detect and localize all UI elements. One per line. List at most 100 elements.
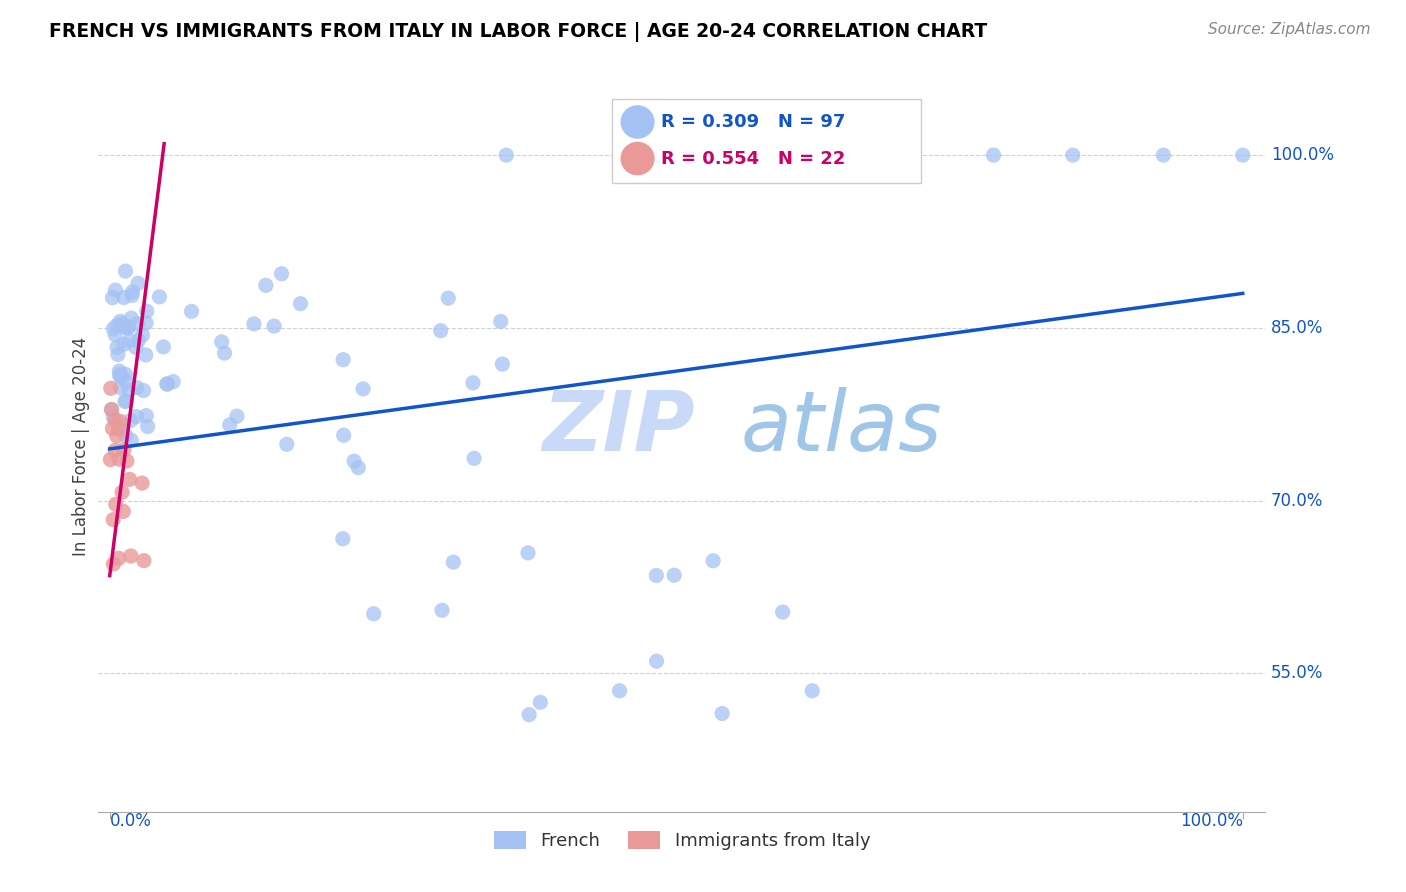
French (254, 278, 277, 293)
Immigrants from Italy (104, 443, 127, 458)
French (127, 277, 149, 291)
French (148, 290, 170, 304)
French (107, 347, 129, 361)
Text: 0.0%: 0.0% (110, 812, 152, 830)
French (125, 409, 148, 424)
French (1152, 148, 1174, 162)
Text: R = 0.309   N = 97: R = 0.309 N = 97 (661, 113, 845, 131)
French (243, 317, 266, 331)
Text: 85.0%: 85.0% (1271, 319, 1323, 337)
French (461, 376, 484, 390)
French (114, 264, 136, 278)
French (104, 327, 127, 342)
French (609, 148, 631, 162)
French (517, 707, 540, 722)
French (110, 368, 132, 382)
French (156, 377, 179, 392)
Immigrants from Italy (111, 485, 134, 500)
French (430, 603, 453, 617)
French (127, 317, 149, 331)
French (112, 337, 135, 351)
French (118, 334, 141, 348)
French (645, 568, 668, 582)
French (127, 334, 149, 348)
French (489, 314, 512, 328)
Ellipse shape (621, 106, 654, 138)
French (347, 460, 370, 475)
French (121, 285, 143, 299)
French (114, 394, 136, 409)
French (120, 434, 142, 448)
Text: 55.0%: 55.0% (1271, 665, 1323, 682)
Y-axis label: In Labor Force | Age 20-24: In Labor Force | Age 20-24 (72, 336, 90, 556)
French (105, 340, 128, 354)
French (103, 409, 125, 424)
Immigrants from Italy (107, 422, 129, 436)
French (516, 546, 538, 560)
French (156, 376, 179, 391)
French (263, 319, 285, 334)
Immigrants from Italy (100, 402, 122, 417)
French (108, 364, 131, 378)
French (801, 148, 824, 162)
French (332, 428, 354, 442)
French (135, 348, 157, 362)
French (114, 320, 136, 334)
French (108, 368, 131, 383)
French (115, 394, 138, 409)
French (162, 375, 184, 389)
Text: 100.0%: 100.0% (1271, 146, 1334, 164)
Immigrants from Italy (131, 476, 153, 491)
French (711, 706, 734, 721)
French (772, 605, 794, 619)
French (101, 291, 124, 305)
French (437, 291, 460, 305)
French (983, 148, 1005, 162)
French (495, 148, 517, 162)
French (110, 314, 132, 328)
Immigrants from Italy (118, 472, 141, 486)
Text: Source: ZipAtlas.com: Source: ZipAtlas.com (1208, 22, 1371, 37)
Text: 70.0%: 70.0% (1271, 491, 1323, 509)
French (103, 322, 125, 336)
French (352, 382, 374, 396)
Immigrants from Italy (101, 421, 124, 435)
Immigrants from Italy (103, 513, 125, 527)
Immigrants from Italy (115, 454, 138, 468)
French (114, 368, 136, 382)
French (135, 316, 157, 330)
French (290, 296, 312, 310)
French (152, 340, 174, 354)
French (125, 341, 148, 355)
Immigrants from Italy (112, 442, 135, 457)
Text: atlas: atlas (741, 387, 942, 468)
Ellipse shape (621, 143, 654, 175)
French (276, 437, 298, 451)
Immigrants from Italy (112, 504, 135, 518)
French (211, 334, 233, 349)
French (218, 417, 240, 432)
French (226, 409, 249, 424)
French (114, 428, 136, 442)
French (112, 291, 135, 305)
French (214, 346, 236, 360)
Text: 100.0%: 100.0% (1180, 812, 1243, 830)
Immigrants from Italy (108, 452, 131, 467)
French (120, 311, 142, 326)
French (115, 375, 138, 389)
Immigrants from Italy (110, 414, 132, 428)
French (270, 267, 292, 281)
Immigrants from Italy (132, 553, 155, 567)
French (104, 283, 127, 297)
Immigrants from Italy (100, 381, 122, 395)
Text: R = 0.554   N = 22: R = 0.554 N = 22 (661, 150, 845, 168)
French (117, 319, 139, 334)
French (332, 352, 354, 367)
French (645, 654, 668, 668)
French (441, 555, 464, 569)
French (429, 324, 451, 338)
French (105, 318, 128, 333)
French (136, 419, 159, 434)
French (100, 402, 122, 417)
French (529, 695, 551, 709)
